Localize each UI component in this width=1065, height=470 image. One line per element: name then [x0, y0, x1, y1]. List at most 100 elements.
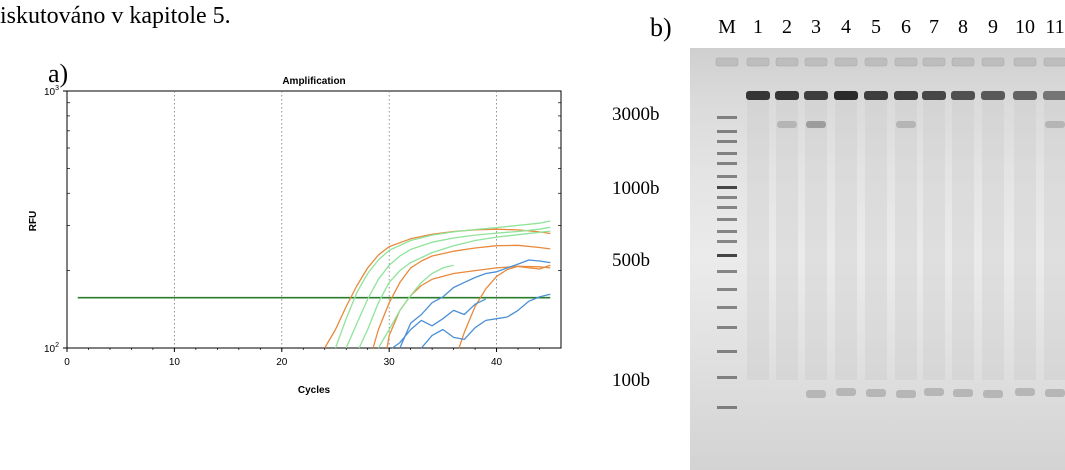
size-marker-500b: 500b: [612, 250, 650, 271]
series-layer: [324, 220, 551, 349]
gel-band-secondary: [1045, 121, 1065, 128]
amplification-chart: Amplification 0 10 20 30 40 102 103 Cycles RF…: [28, 76, 562, 396]
lane-label-1: 1: [753, 16, 763, 38]
gel-band-low: [866, 389, 886, 397]
ladder-band: [717, 270, 737, 273]
gel-smear: [865, 100, 887, 380]
y-axis-label: RFU: [28, 211, 39, 232]
ladder-band: [717, 206, 737, 209]
gel-well: [1043, 57, 1065, 67]
chart-title: Amplification: [282, 76, 345, 87]
series-line-10: [420, 293, 551, 349]
gel-band-secondary: [896, 121, 916, 128]
x-tick-label: 30: [384, 357, 396, 368]
series-line-1: [324, 228, 551, 349]
gel-well-marker: [715, 57, 739, 67]
gel-smear: [982, 100, 1004, 380]
x-tick-label: 40: [491, 357, 503, 368]
gel-band-main: [746, 91, 770, 100]
x-tick-label: 0: [64, 357, 70, 368]
gel-band-secondary: [806, 121, 826, 128]
gel-smear: [747, 100, 769, 380]
ladder-band: [717, 306, 737, 309]
ladder-band: [717, 350, 737, 353]
y-tick-label: 102: [44, 342, 59, 355]
grid-layer: [173, 91, 497, 348]
ladder-band: [717, 162, 737, 165]
ladder-band: [717, 196, 737, 199]
gel-band-secondary: [777, 121, 797, 128]
ladder-band: [717, 406, 737, 409]
gel-lane-labels: M 1 2 3 4 5 6 7 8 9 10 11: [0, 14, 1065, 40]
gel-band-main: [864, 91, 888, 100]
gel-image: [690, 48, 1065, 470]
gel-band-main: [922, 91, 946, 100]
lane-label-5: 5: [871, 16, 881, 38]
gel-well: [981, 57, 1005, 67]
lane-label-9: 9: [988, 16, 998, 38]
lane-label-11: 11: [1045, 16, 1065, 38]
caption-fragment: iskutováno v kapitole 5.: [0, 3, 231, 29]
gel-well: [894, 57, 918, 67]
gel-smear: [1014, 100, 1036, 380]
gel-band-main: [1013, 91, 1037, 100]
ladder-band: [717, 140, 737, 143]
series-line-9: [399, 259, 551, 349]
series-line-8: [377, 264, 454, 349]
gel-smear: [1044, 100, 1065, 380]
ladder-band: [717, 175, 737, 178]
ladder-band: [717, 230, 737, 233]
x-tick-layer: 0 10 20 30 40: [64, 348, 540, 368]
lane-label-10: 10: [1015, 16, 1035, 38]
lane-label-4: 4: [841, 16, 851, 38]
gel-well: [864, 57, 888, 67]
gel-well: [834, 57, 858, 67]
gel-smear: [923, 100, 945, 380]
lane-label-6: 6: [901, 16, 911, 38]
series-line-4: [458, 264, 551, 349]
gel-smear: [895, 100, 917, 380]
gel-band-main: [775, 91, 799, 100]
ladder-band: [717, 240, 737, 243]
ladder-band: [717, 254, 737, 257]
y-tick-layer: 102 103: [44, 85, 561, 355]
lane-label-2: 2: [782, 16, 792, 38]
series-line-7: [358, 230, 551, 349]
gel-smear: [835, 100, 857, 380]
size-marker-1000b: 1000b: [612, 178, 660, 199]
series-line-5: [334, 220, 551, 349]
ladder-band: [717, 288, 737, 291]
gel-well: [1013, 57, 1037, 67]
series-line-2: [372, 244, 551, 349]
ladder-band: [717, 326, 737, 329]
ladder-band: [717, 218, 737, 221]
gel-band-low: [896, 390, 916, 398]
gel-well: [746, 57, 770, 67]
gel-band-low: [806, 390, 826, 398]
x-tick-label: 10: [169, 357, 181, 368]
gel-band-main: [951, 91, 975, 100]
panel-b-label: b): [650, 13, 672, 42]
gel-band-main: [1043, 91, 1065, 100]
gel-band-main: [894, 91, 918, 100]
gel-well: [775, 57, 799, 67]
gel-band-low: [1045, 389, 1065, 397]
ladder-band: [717, 130, 737, 133]
series-line-6: [345, 226, 551, 349]
gel-band-main: [834, 91, 858, 100]
gel-band-low: [836, 388, 856, 396]
gel-well: [922, 57, 946, 67]
gel-smear: [805, 100, 827, 380]
lane-label-7: 7: [929, 16, 939, 38]
ladder-band: [717, 152, 737, 155]
size-marker-100b: 100b: [612, 370, 650, 391]
size-marker-3000b: 3000b: [612, 104, 660, 125]
ladder-band: [717, 116, 737, 119]
gel-band-low: [1015, 388, 1035, 396]
gel-smear: [952, 100, 974, 380]
ladder-band: [717, 186, 737, 189]
lane-label-8: 8: [958, 16, 968, 38]
x-axis-label: Cycles: [298, 385, 331, 396]
gel-well: [804, 57, 828, 67]
gel-band-low: [983, 390, 1003, 398]
